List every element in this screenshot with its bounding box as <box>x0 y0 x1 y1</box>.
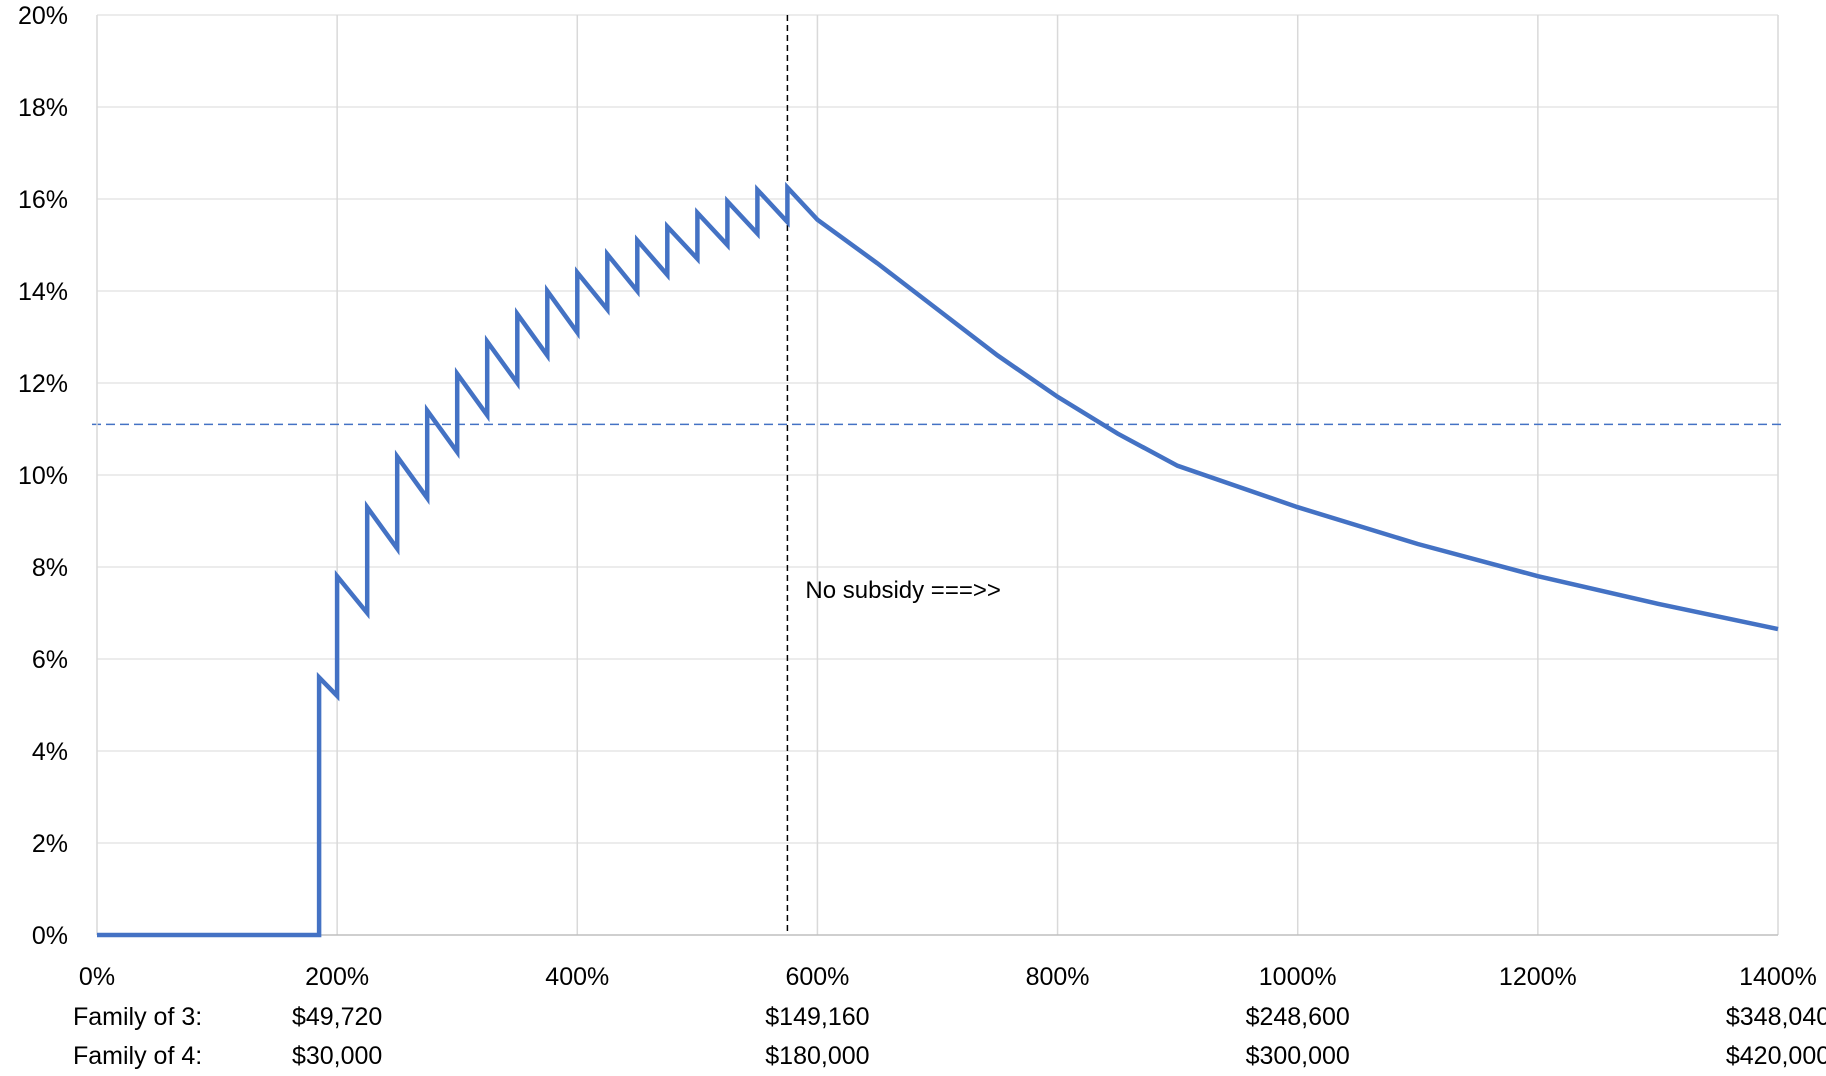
income-row-value: $30,000 <box>292 1042 382 1070</box>
income-row-value: $180,000 <box>765 1042 869 1070</box>
y-tick-label: 14% <box>18 278 68 306</box>
y-tick-label: 8% <box>32 554 68 582</box>
income-row-value: $300,000 <box>1246 1042 1350 1070</box>
income-row-value: $348,040 <box>1726 1003 1826 1031</box>
y-tick-label: 4% <box>32 738 68 766</box>
annotations: No subsidy ===>> <box>805 577 1000 604</box>
tick-labels: 0% 2% 4% 6% 8% 10% 12% 14% 16% 18% 20% 0% 200% 400% 60… <box>18 2 1817 991</box>
y-tick-label: 6% <box>32 646 68 674</box>
series-line <box>97 181 1779 938</box>
y-tick-label: 0% <box>32 922 68 950</box>
x-tick-label: 200% <box>305 963 369 991</box>
annotation-no-subsidy: No subsidy ===>> <box>805 577 1000 604</box>
income-rows: Family of 3: $49,720 $149,160 $248,600 $348,… <box>73 1003 1826 1070</box>
y-tick-label: 20% <box>18 2 68 30</box>
grid-lines <box>97 14 1779 935</box>
x-tick-label: 600% <box>785 963 849 991</box>
x-tick-label: 1000% <box>1259 963 1337 991</box>
y-tick-label: 18% <box>18 94 68 122</box>
income-row-value: $149,160 <box>765 1003 869 1031</box>
y-tick-label: 2% <box>32 830 68 858</box>
x-tick-label: 400% <box>545 963 609 991</box>
axes <box>96 15 1778 936</box>
income-row-value: $49,720 <box>292 1003 382 1031</box>
income-row-value: $248,600 <box>1246 1003 1350 1031</box>
x-tick-label: 1200% <box>1499 963 1577 991</box>
reference-lines <box>92 15 1784 935</box>
x-tick-label: 800% <box>1026 963 1090 991</box>
x-tick-label: 1400% <box>1739 963 1817 991</box>
y-tick-label: 16% <box>18 186 68 214</box>
y-tick-label: 12% <box>18 370 68 398</box>
x-tick-label: 0% <box>79 963 115 991</box>
income-row-label: Family of 3: <box>73 1003 202 1031</box>
series-group <box>97 181 1779 938</box>
income-row-value: $420,000 <box>1726 1042 1826 1070</box>
income-row-label: Family of 4: <box>73 1042 202 1070</box>
y-tick-label: 10% <box>18 462 68 490</box>
